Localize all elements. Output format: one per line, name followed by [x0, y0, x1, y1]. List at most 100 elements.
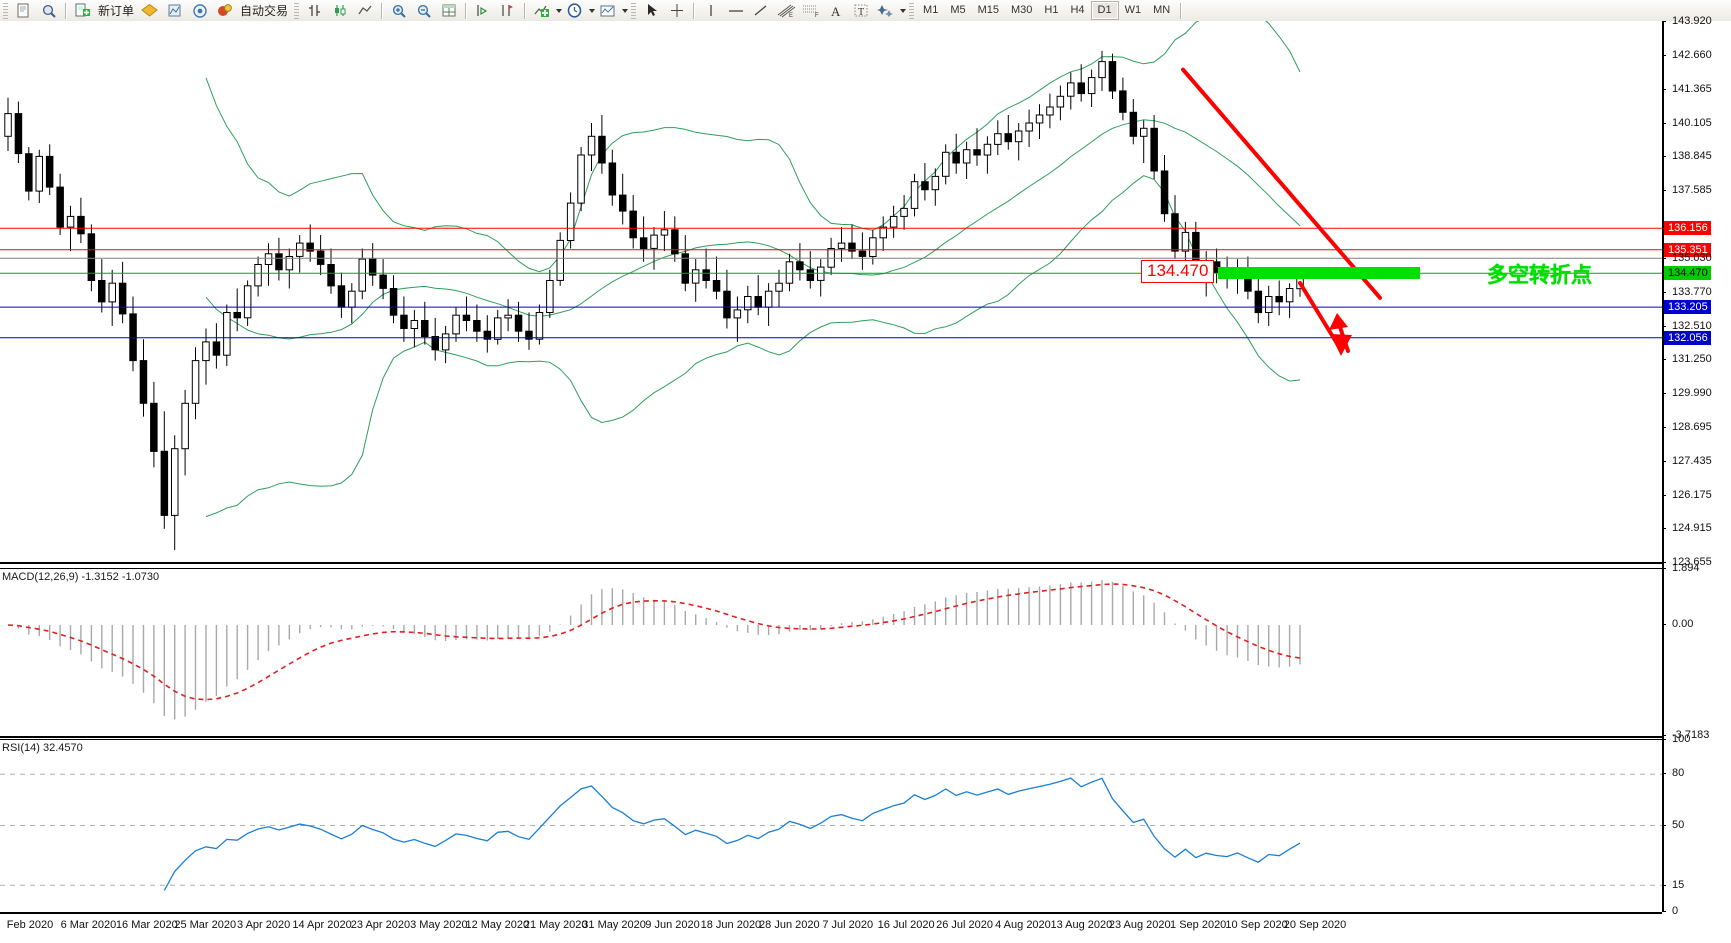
price-axis-tick: 140.105 — [1662, 117, 1712, 129]
timeframe-button-h4[interactable]: H4 — [1070, 4, 1085, 16]
equidistant-channel-icon[interactable]: E — [773, 1, 798, 20]
bar-chart-icon[interactable] — [302, 1, 327, 20]
rsi-axis-tick: 15 — [1661, 879, 1684, 891]
price-axis-tick: 124.915 — [1662, 522, 1712, 534]
timeframe-button-m5[interactable]: M5 — [950, 4, 966, 16]
price-scale[interactable]: 143.920 142.660 141.365 140.105 138.845 137.5… — [1661, 15, 1731, 917]
zoom-in-icon[interactable] — [386, 1, 411, 20]
chart-shift-icon[interactable] — [495, 1, 520, 20]
macd-axis-tick: -3.7183 — [1661, 729, 1709, 741]
zoom-out-icon[interactable] — [411, 1, 436, 20]
macd-label: MACD(12,26,9) -1.3152 -1.0730 — [2, 571, 160, 583]
timeframe-button-w1[interactable]: W1 — [1124, 4, 1142, 16]
timeframe-button-m15[interactable]: M15 — [977, 4, 999, 16]
toolbar-grip-3[interactable] — [631, 2, 637, 19]
price-level-tag[interactable]: 135.351 — [1664, 242, 1711, 257]
timeframe-button-m1[interactable]: M1 — [923, 4, 939, 16]
cursor-icon[interactable] — [639, 1, 664, 20]
text-icon[interactable]: A — [823, 1, 848, 20]
price-axis-tick: 137.585 — [1662, 184, 1712, 196]
time-axis-label: 3 May 2020 — [410, 919, 468, 931]
svg-text:T: T — [858, 7, 864, 18]
toolbar-grip-4[interactable] — [909, 2, 915, 19]
time-scale[interactable]: Feb 2020 6 Mar 2020 16 Mar 2020 25 Mar 2020… — [0, 912, 1662, 942]
toolbar-separator-4 — [465, 2, 467, 19]
timeframe-button-h1[interactable]: H1 — [1044, 4, 1059, 16]
time-axis-label: 14 Apr 2020 — [292, 919, 352, 931]
price-level-tag[interactable]: 134.470 — [1664, 266, 1711, 281]
indicators-dropdown-caret[interactable] — [556, 8, 563, 13]
time-axis-label: 23 Apr 2020 — [350, 919, 411, 931]
objects-list-icon[interactable] — [873, 1, 898, 20]
auto-scroll-icon[interactable] — [470, 1, 495, 20]
expert-advisor-icon[interactable] — [137, 1, 162, 20]
metaeditor-icon[interactable] — [162, 1, 187, 20]
timeframe-button-m30[interactable]: M30 — [1011, 4, 1033, 16]
periods-icon[interactable] — [562, 1, 587, 20]
price-axis-tick: 127.435 — [1662, 455, 1712, 467]
templates-dropdown-caret[interactable] — [622, 8, 629, 13]
toolbar-separator-3 — [381, 2, 383, 19]
time-axis-label: 21 May 2020 — [523, 919, 588, 931]
crosshair-icon[interactable] — [664, 1, 689, 20]
chart-canvas-area[interactable]: GBPJPY-,Daily 133.892 134.645 133.594 13… — [0, 15, 1731, 943]
timeframe-button-d1[interactable]: D1 — [1090, 1, 1119, 20]
rsi-label: RSI(14) 32.4570 — [2, 742, 83, 754]
new-order-label[interactable]: 新订单 — [98, 4, 135, 18]
time-axis-label: 6 Mar 2020 — [60, 919, 117, 931]
time-axis-label: 18 Jun 2020 — [700, 919, 762, 931]
new-chart-icon[interactable] — [11, 1, 36, 20]
svg-text:F: F — [815, 13, 819, 18]
new-order-icon[interactable] — [70, 1, 95, 20]
timeframe-button-mn[interactable]: MN — [1153, 4, 1171, 16]
candlestick-chart-icon[interactable] — [327, 1, 352, 20]
price-level-tag[interactable]: 133.205 — [1664, 300, 1711, 315]
autotrading-icon[interactable] — [212, 1, 237, 20]
main-toolbar: 新订单 自动交易 — [0, 0, 1731, 22]
price-level-tag[interactable]: 136.156 — [1664, 221, 1711, 236]
price-axis-line — [1662, 21, 1664, 911]
price-pane[interactable] — [0, 21, 1662, 564]
price-level-tag[interactable]: 132.056 — [1664, 330, 1711, 345]
trendline-icon[interactable] — [748, 1, 773, 20]
price-axis-tick: 129.990 — [1662, 387, 1712, 399]
fibonacci-icon[interactable]: F — [798, 1, 823, 20]
toolbar-separator-6 — [693, 2, 695, 19]
price-axis-tick: 131.250 — [1662, 353, 1712, 365]
autotrading-label[interactable]: 自动交易 — [240, 4, 289, 18]
templates-icon[interactable] — [595, 1, 620, 20]
time-axis-label: 31 May 2020 — [582, 919, 646, 931]
price-axis-tick: 141.365 — [1662, 83, 1712, 95]
time-axis-label: Feb 2020 — [6, 919, 54, 931]
macd-chart-svg — [7, 580, 1301, 720]
text-label-icon[interactable]: T — [848, 1, 873, 20]
time-axis-label: 9 Jun 2020 — [645, 919, 700, 931]
price-axis-tick: 126.175 — [1662, 489, 1712, 501]
chinese-annotation-text[interactable]: 多空转折点 — [1487, 263, 1592, 288]
svg-text:E: E — [789, 13, 793, 18]
toolbar-grip[interactable] — [3, 2, 8, 19]
line-chart-icon[interactable] — [352, 1, 377, 20]
time-axis-label: 23 Aug 2020 — [1108, 919, 1171, 931]
data-window-icon[interactable] — [436, 1, 461, 20]
price-axis-tick: 142.660 — [1662, 49, 1712, 61]
macd-pane[interactable]: MACD(12,26,9) -1.3152 -1.0730 — [0, 568, 1662, 738]
toolbar-grip-2[interactable] — [294, 2, 300, 19]
rsi-axis-tick: 50 — [1661, 819, 1684, 831]
objects-dropdown-caret[interactable] — [900, 8, 907, 13]
rsi-pane[interactable]: RSI(14) 32.4570 — [0, 739, 1662, 914]
vertical-line-icon[interactable] — [698, 1, 723, 20]
macd-axis-tick: 0.00 — [1661, 618, 1693, 630]
price-axis-tick: 138.845 — [1662, 150, 1712, 162]
price-axis-tick: 128.695 — [1662, 421, 1712, 433]
periods-dropdown-caret[interactable] — [589, 8, 596, 13]
indicators-icon[interactable] — [529, 1, 554, 20]
signals-icon[interactable] — [187, 1, 212, 20]
rsi-axis-tick: 0 — [1661, 905, 1678, 917]
horizontal-line-icon[interactable] — [723, 1, 748, 20]
price-annotation-box[interactable]: 134.470 — [1141, 260, 1215, 284]
zoom-region-icon[interactable] — [36, 1, 61, 20]
time-axis-label: 28 Jun 2020 — [759, 919, 820, 931]
price-axis-tick: 143.920 — [1662, 15, 1712, 27]
